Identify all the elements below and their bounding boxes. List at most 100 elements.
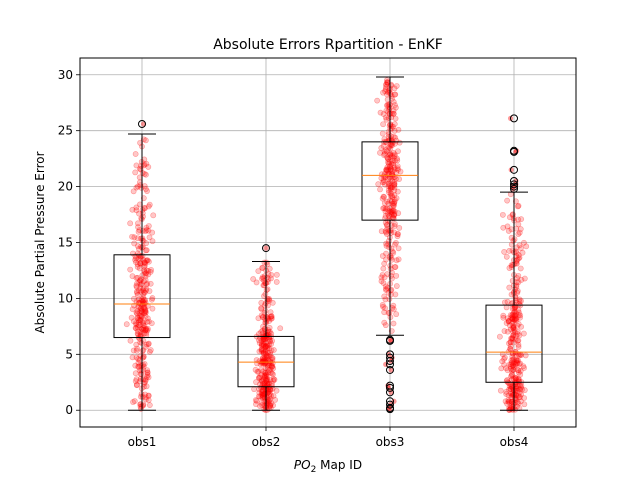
data-point: [387, 91, 394, 98]
data-point: [140, 322, 147, 329]
data-point: [143, 281, 150, 288]
box-layer: [113, 76, 543, 414]
data-point: [390, 133, 397, 140]
data-point: [258, 346, 265, 353]
data-point: [141, 289, 148, 296]
data-point: [256, 348, 263, 355]
data-point: [133, 204, 140, 211]
data-point: [138, 317, 144, 324]
data-point: [260, 376, 267, 383]
data-point: [258, 366, 264, 373]
data-point: [142, 259, 148, 266]
data-point: [395, 210, 402, 217]
data-point: [520, 330, 527, 337]
data-point: [259, 394, 266, 401]
data-point: [514, 322, 521, 329]
data-point: [497, 387, 504, 394]
data-point: [273, 279, 280, 285]
data-point: [141, 380, 147, 387]
data-point: [509, 312, 516, 319]
data-point: [518, 352, 524, 359]
data-point: [135, 255, 142, 262]
data-point: [387, 197, 393, 204]
data-point: [134, 345, 141, 352]
data-point: [266, 334, 273, 341]
data-point: [381, 260, 388, 267]
data-point: [266, 337, 273, 344]
data-point: [143, 286, 150, 292]
data-point: [515, 216, 522, 223]
data-point: [509, 305, 516, 312]
data-point: [140, 257, 147, 263]
data-point: [505, 380, 512, 386]
data-point: [391, 212, 397, 218]
data-point: [383, 81, 390, 88]
data-point: [517, 265, 524, 272]
data-point: [384, 154, 390, 161]
data-point: [259, 347, 266, 354]
data-point: [130, 399, 136, 405]
data-point: [387, 174, 393, 181]
data-point: [391, 208, 398, 215]
data-point: [510, 360, 517, 367]
data-point: [513, 248, 519, 255]
data-point: [269, 363, 276, 370]
data-point: [255, 374, 262, 381]
data-point: [132, 370, 139, 377]
data-point: [138, 371, 145, 378]
data-point: [389, 269, 395, 276]
data-point: [256, 374, 263, 381]
data-point: [389, 178, 396, 185]
data-point: [510, 314, 516, 320]
data-point: [133, 382, 140, 389]
data-point: [139, 393, 146, 400]
data-point: [135, 363, 142, 370]
data-point: [381, 148, 388, 155]
data-point: [501, 248, 508, 255]
data-point: [134, 324, 141, 331]
box-obs3: [361, 76, 419, 414]
data-point: [521, 395, 527, 401]
data-point: [512, 198, 519, 205]
data-point: [133, 162, 140, 169]
data-point: [131, 295, 137, 302]
data-point: [142, 277, 149, 283]
data-point: [517, 360, 524, 367]
data-point: [262, 370, 269, 376]
data-point: [516, 298, 523, 305]
data-point: [123, 321, 130, 328]
data-point: [394, 165, 401, 172]
data-point: [517, 226, 524, 232]
data-point: [511, 395, 518, 401]
data-point: [504, 197, 511, 204]
data-point: [393, 283, 400, 289]
data-point: [137, 139, 143, 146]
data-point: [136, 313, 143, 320]
data-point: [135, 322, 142, 328]
data-point: [148, 296, 155, 303]
data-point: [259, 274, 266, 281]
data-point: [381, 293, 388, 300]
data-point: [379, 302, 386, 308]
data-point: [130, 188, 137, 195]
box-obs1: [113, 119, 171, 411]
data-point: [516, 311, 522, 318]
data-point: [388, 142, 394, 149]
data-point: [508, 357, 515, 364]
data-point: [264, 302, 271, 309]
data-point: [145, 267, 152, 274]
data-point: [142, 273, 149, 279]
data-point: [140, 383, 147, 390]
data-point: [390, 202, 397, 209]
data-point: [385, 200, 392, 207]
data-point: [267, 349, 273, 356]
data-point: [516, 389, 523, 396]
data-point: [267, 369, 274, 376]
data-point: [386, 296, 393, 303]
data-point: [130, 318, 137, 325]
data-point: [261, 277, 267, 284]
data-point: [508, 373, 514, 380]
data-point: [512, 315, 519, 322]
data-point: [500, 314, 507, 321]
data-point: [507, 345, 513, 352]
